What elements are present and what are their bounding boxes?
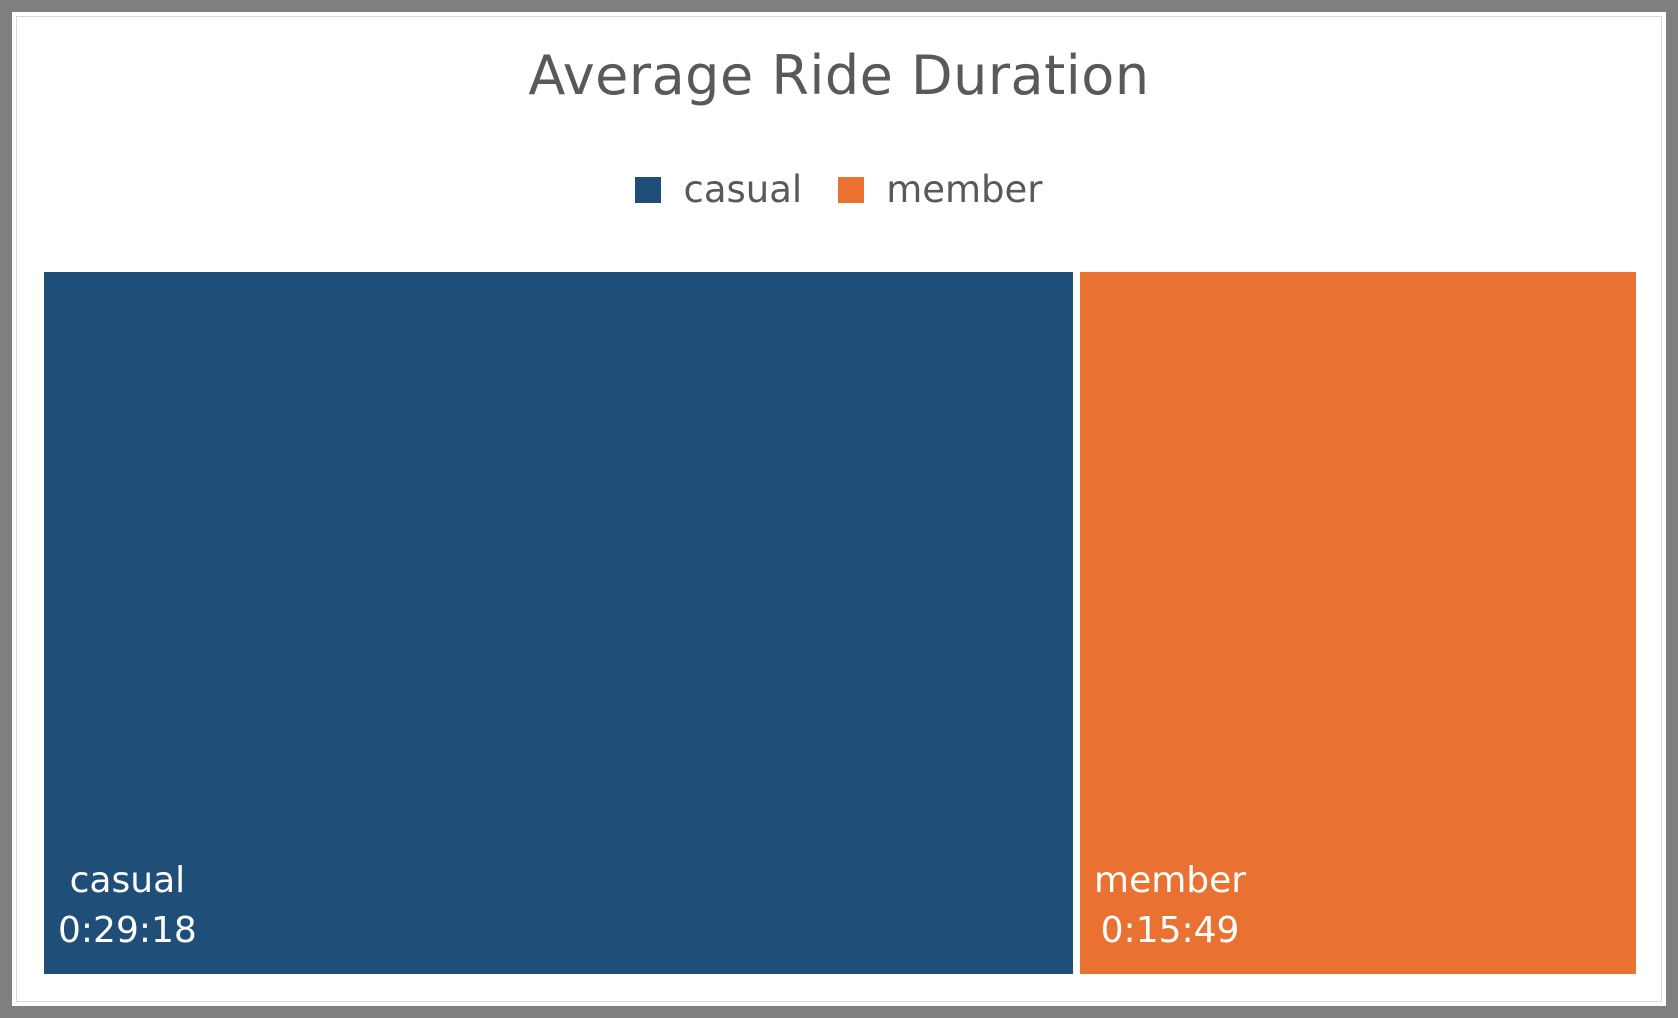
tile-category-member: member	[1094, 860, 1247, 901]
legend-label-member: member	[886, 168, 1043, 211]
chart-legend: casual member	[0, 168, 1678, 211]
chart-area-border	[16, 16, 1662, 1002]
legend-label-casual: casual	[683, 168, 803, 211]
legend-entry-member: member	[838, 168, 1043, 211]
tile-label-member: member 0:15:49	[1094, 856, 1246, 956]
chart-title: Average Ride Duration	[528, 44, 1150, 107]
tile-category-casual: casual	[69, 860, 186, 901]
legend-entry-casual: casual	[635, 168, 802, 211]
tile-label-casual: casual 0:29:18	[58, 856, 197, 956]
treemap-plot: casual 0:29:18 member 0:15:49	[44, 272, 1636, 974]
tile-value-member: 0:15:49	[1100, 910, 1240, 951]
legend-swatch-member	[838, 176, 865, 203]
treemap-tile-casual: casual 0:29:18	[44, 272, 1073, 974]
legend-swatch-casual	[635, 176, 662, 203]
treemap-tile-member: member 0:15:49	[1080, 272, 1636, 974]
tile-value-casual: 0:29:18	[58, 910, 197, 951]
